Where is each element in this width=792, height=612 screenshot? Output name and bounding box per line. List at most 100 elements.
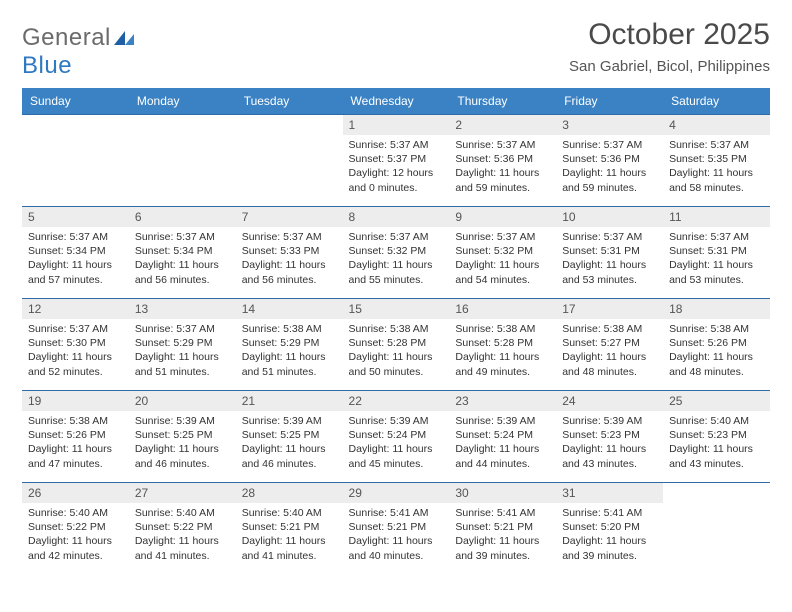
sunrise-value: 5:37 AM bbox=[497, 139, 536, 151]
daylight-label: Daylight: bbox=[669, 167, 710, 179]
day-number: 21 bbox=[236, 391, 343, 411]
sunrise-label: Sunrise: bbox=[455, 231, 494, 243]
day-cell: 9Sunrise: 5:37 AMSunset: 5:32 PMDaylight… bbox=[449, 207, 556, 299]
day-detail: Sunrise: 5:38 AMSunset: 5:28 PMDaylight:… bbox=[449, 319, 556, 383]
sunset-label: Sunset: bbox=[455, 521, 491, 533]
sunrise-value: 5:37 AM bbox=[69, 323, 108, 335]
sunset-label: Sunset: bbox=[455, 337, 491, 349]
day-cell: 8Sunrise: 5:37 AMSunset: 5:32 PMDaylight… bbox=[343, 207, 450, 299]
daylight-label: Daylight: bbox=[669, 351, 710, 363]
day-cell: 23Sunrise: 5:39 AMSunset: 5:24 PMDayligh… bbox=[449, 391, 556, 483]
day-detail: Sunrise: 5:37 AMSunset: 5:34 PMDaylight:… bbox=[129, 227, 236, 291]
sunset-value: 5:31 PM bbox=[601, 245, 640, 257]
sunrise-value: 5:41 AM bbox=[390, 507, 429, 519]
sunset-label: Sunset: bbox=[242, 245, 278, 257]
day-number: 13 bbox=[129, 299, 236, 319]
sunset-label: Sunset: bbox=[349, 337, 385, 349]
day-detail: Sunrise: 5:37 AMSunset: 5:29 PMDaylight:… bbox=[129, 319, 236, 383]
sunset-label: Sunset: bbox=[562, 429, 598, 441]
sunset-value: 5:28 PM bbox=[494, 337, 533, 349]
daylight-label: Daylight: bbox=[28, 351, 69, 363]
sunset-value: 5:26 PM bbox=[708, 337, 747, 349]
sunrise-value: 5:38 AM bbox=[604, 323, 643, 335]
sunrise-label: Sunrise: bbox=[455, 507, 494, 519]
day-number: 11 bbox=[663, 207, 770, 227]
sunset-label: Sunset: bbox=[455, 153, 491, 165]
day-detail: Sunrise: 5:37 AMSunset: 5:35 PMDaylight:… bbox=[663, 135, 770, 199]
day-number: 6 bbox=[129, 207, 236, 227]
brand-logo: General Blue bbox=[22, 24, 136, 80]
dow-saturday: Saturday bbox=[663, 88, 770, 115]
day-number: 7 bbox=[236, 207, 343, 227]
day-cell: 19Sunrise: 5:38 AMSunset: 5:26 PMDayligh… bbox=[22, 391, 129, 483]
day-detail: Sunrise: 5:37 AMSunset: 5:36 PMDaylight:… bbox=[556, 135, 663, 199]
day-number: 22 bbox=[343, 391, 450, 411]
day-number: 16 bbox=[449, 299, 556, 319]
dow-monday: Monday bbox=[129, 88, 236, 115]
day-detail: Sunrise: 5:40 AMSunset: 5:22 PMDaylight:… bbox=[129, 503, 236, 567]
sunrise-label: Sunrise: bbox=[242, 323, 281, 335]
sunrise-value: 5:40 AM bbox=[711, 415, 750, 427]
sunset-label: Sunset: bbox=[242, 429, 278, 441]
sunset-label: Sunset: bbox=[135, 521, 171, 533]
day-number: 20 bbox=[129, 391, 236, 411]
sunset-label: Sunset: bbox=[349, 245, 385, 257]
day-cell: 15Sunrise: 5:38 AMSunset: 5:28 PMDayligh… bbox=[343, 299, 450, 391]
daylight-label: Daylight: bbox=[242, 351, 283, 363]
day-cell: 21Sunrise: 5:39 AMSunset: 5:25 PMDayligh… bbox=[236, 391, 343, 483]
daylight-label: Daylight: bbox=[28, 535, 69, 547]
daylight-label: Daylight: bbox=[669, 259, 710, 271]
day-number: 29 bbox=[343, 483, 450, 503]
day-cell: 12Sunrise: 5:37 AMSunset: 5:30 PMDayligh… bbox=[22, 299, 129, 391]
sunset-value: 5:29 PM bbox=[173, 337, 212, 349]
day-detail: Sunrise: 5:39 AMSunset: 5:23 PMDaylight:… bbox=[556, 411, 663, 475]
sunset-label: Sunset: bbox=[562, 245, 598, 257]
day-detail: Sunrise: 5:41 AMSunset: 5:21 PMDaylight:… bbox=[449, 503, 556, 567]
sunrise-label: Sunrise: bbox=[135, 415, 174, 427]
day-number: 12 bbox=[22, 299, 129, 319]
sunset-label: Sunset: bbox=[135, 429, 171, 441]
day-detail: Sunrise: 5:37 AMSunset: 5:30 PMDaylight:… bbox=[22, 319, 129, 383]
sunset-value: 5:28 PM bbox=[387, 337, 426, 349]
brand-mark-icon bbox=[114, 24, 136, 52]
day-cell: 14Sunrise: 5:38 AMSunset: 5:29 PMDayligh… bbox=[236, 299, 343, 391]
sunset-label: Sunset: bbox=[28, 521, 64, 533]
sunrise-label: Sunrise: bbox=[349, 507, 388, 519]
daylight-label: Daylight: bbox=[135, 443, 176, 455]
sunset-label: Sunset: bbox=[28, 429, 64, 441]
sunset-label: Sunset: bbox=[28, 337, 64, 349]
day-detail: Sunrise: 5:38 AMSunset: 5:26 PMDaylight:… bbox=[663, 319, 770, 383]
sunset-value: 5:36 PM bbox=[601, 153, 640, 165]
sunrise-value: 5:38 AM bbox=[69, 415, 108, 427]
daylight-label: Daylight: bbox=[349, 351, 390, 363]
sunrise-label: Sunrise: bbox=[455, 139, 494, 151]
sunset-label: Sunset: bbox=[562, 153, 598, 165]
sunset-value: 5:25 PM bbox=[280, 429, 319, 441]
daylight-label: Daylight: bbox=[135, 535, 176, 547]
sunset-label: Sunset: bbox=[349, 429, 385, 441]
sunrise-value: 5:37 AM bbox=[711, 231, 750, 243]
day-cell: 30Sunrise: 5:41 AMSunset: 5:21 PMDayligh… bbox=[449, 483, 556, 575]
sunrise-label: Sunrise: bbox=[562, 507, 601, 519]
day-cell: 5Sunrise: 5:37 AMSunset: 5:34 PMDaylight… bbox=[22, 207, 129, 299]
day-detail: Sunrise: 5:40 AMSunset: 5:23 PMDaylight:… bbox=[663, 411, 770, 475]
day-number: 23 bbox=[449, 391, 556, 411]
sunrise-value: 5:37 AM bbox=[69, 231, 108, 243]
sunset-value: 5:36 PM bbox=[494, 153, 533, 165]
day-detail: Sunrise: 5:39 AMSunset: 5:24 PMDaylight:… bbox=[343, 411, 450, 475]
sunrise-value: 5:39 AM bbox=[390, 415, 429, 427]
sunset-value: 5:23 PM bbox=[708, 429, 747, 441]
sunrise-value: 5:40 AM bbox=[176, 507, 215, 519]
sunrise-value: 5:38 AM bbox=[711, 323, 750, 335]
day-cell: 10Sunrise: 5:37 AMSunset: 5:31 PMDayligh… bbox=[556, 207, 663, 299]
daylight-label: Daylight: bbox=[349, 167, 390, 179]
sunset-label: Sunset: bbox=[242, 337, 278, 349]
daylight-label: Daylight: bbox=[562, 535, 603, 547]
day-detail: Sunrise: 5:39 AMSunset: 5:24 PMDaylight:… bbox=[449, 411, 556, 475]
sunrise-value: 5:40 AM bbox=[69, 507, 108, 519]
sunrise-value: 5:37 AM bbox=[604, 139, 643, 151]
sunset-value: 5:35 PM bbox=[708, 153, 747, 165]
day-cell: 18Sunrise: 5:38 AMSunset: 5:26 PMDayligh… bbox=[663, 299, 770, 391]
day-number: 30 bbox=[449, 483, 556, 503]
day-cell: 4Sunrise: 5:37 AMSunset: 5:35 PMDaylight… bbox=[663, 115, 770, 207]
